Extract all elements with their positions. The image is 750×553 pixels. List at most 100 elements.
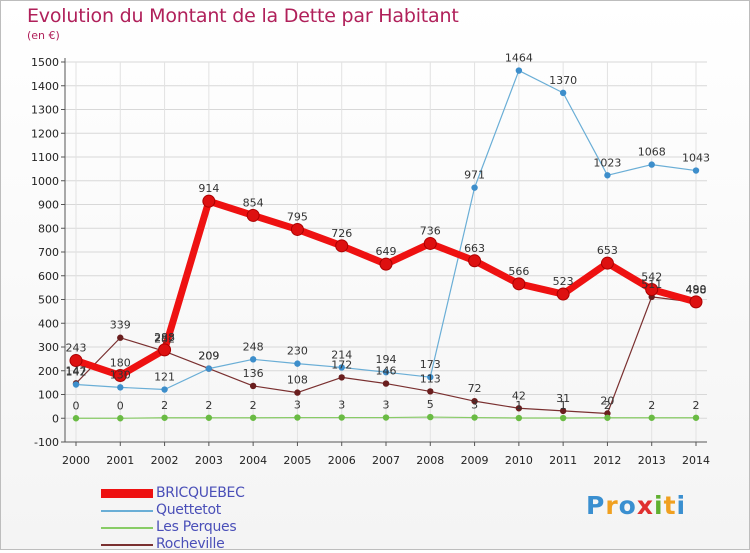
data-label: 1: [515, 399, 522, 412]
x-tick-label: 2008: [416, 454, 444, 467]
data-point: [559, 89, 567, 97]
data-label: 3: [294, 399, 301, 412]
x-tick-label: 2000: [62, 454, 90, 467]
data-point: [202, 194, 216, 208]
data-label: 663: [464, 242, 485, 255]
data-label: 142: [66, 366, 87, 379]
data-label: 1043: [682, 152, 710, 165]
data-label: 31: [556, 392, 570, 405]
data-label: 653: [597, 244, 618, 257]
x-tick-label: 2004: [239, 454, 267, 467]
data-label: 194: [376, 353, 397, 366]
data-point: [427, 413, 434, 421]
data-label: 914: [198, 182, 219, 195]
data-label: 180: [110, 357, 131, 370]
data-point: [423, 236, 437, 250]
data-point: [294, 389, 301, 396]
data-label: 121: [154, 371, 175, 384]
data-label: 288: [154, 331, 175, 344]
data-point: [559, 414, 567, 422]
chart-unit: (en €): [27, 29, 60, 42]
data-point: [290, 222, 304, 236]
y-tick-label: 800: [38, 222, 59, 235]
data-point: [382, 380, 390, 387]
data-point: [246, 208, 260, 222]
data-label: 72: [468, 382, 482, 395]
data-label: 113: [420, 372, 441, 385]
data-label: 523: [553, 275, 574, 288]
data-point: [515, 414, 523, 422]
data-label: 20: [600, 395, 614, 408]
data-point: [471, 184, 478, 191]
data-point: [294, 414, 301, 421]
logo-letter: i: [676, 491, 687, 520]
x-tick-label: 2009: [461, 454, 489, 467]
data-label: 1370: [549, 74, 577, 87]
data-point: [249, 414, 257, 421]
data-point: [382, 368, 390, 376]
data-point: [559, 407, 567, 415]
data-label: 566: [508, 265, 529, 278]
data-label: 2: [693, 399, 700, 412]
data-label: 42: [512, 389, 526, 402]
y-tick-label: -100: [34, 436, 59, 449]
legend-swatch: [101, 527, 153, 529]
y-tick-label: 500: [38, 294, 59, 307]
data-label: 511: [641, 278, 662, 291]
data-point: [335, 239, 349, 253]
data-point: [205, 414, 213, 421]
proxiti-logo: Proxiti: [586, 491, 686, 520]
x-tick-label: 2003: [195, 454, 223, 467]
data-point: [604, 172, 611, 179]
data-point: [72, 381, 80, 388]
y-tick-label: 0: [52, 412, 59, 425]
data-label: 2: [250, 399, 257, 412]
y-tick-label: 1200: [31, 127, 59, 140]
data-label: 136: [243, 367, 264, 380]
data-point: [645, 283, 659, 297]
data-label: 0: [117, 399, 124, 412]
legend-item: Les Perques: [101, 519, 361, 536]
data-label: 209: [198, 350, 219, 363]
legend-label: BRICQUEBEC: [156, 485, 245, 501]
chart-title: Evolution du Montant de la Dette par Hab…: [27, 5, 459, 27]
x-tick-label: 2011: [549, 454, 577, 467]
data-point: [382, 414, 390, 421]
data-point: [648, 414, 655, 421]
data-point: [648, 161, 655, 168]
data-point: [379, 257, 393, 271]
data-point: [117, 334, 124, 341]
data-point: [249, 382, 257, 390]
data-point: [338, 364, 345, 371]
data-label: 488: [686, 283, 707, 296]
data-label: 0: [73, 399, 80, 412]
data-point: [692, 414, 700, 421]
data-label: 2: [161, 399, 168, 412]
data-label: 854: [243, 196, 264, 209]
chart-legend: BRICQUEBEC Quettetot Les Perques Rocheville: [101, 485, 361, 553]
data-point: [205, 365, 213, 372]
data-point: [72, 415, 80, 422]
data-label: 726: [331, 227, 352, 240]
legend-swatch: [101, 544, 153, 546]
y-tick-label: 1400: [31, 80, 59, 93]
x-tick-label: 2001: [106, 454, 134, 467]
data-label: 214: [331, 348, 352, 361]
legend-item: Rocheville: [101, 536, 361, 553]
data-point: [294, 360, 301, 367]
y-tick-label: 1100: [31, 151, 59, 164]
x-tick-label: 2014: [682, 454, 710, 467]
data-label: 2: [205, 399, 212, 412]
data-label: 230: [287, 345, 308, 358]
y-tick-label: 700: [38, 246, 59, 259]
x-tick-label: 2006: [328, 454, 356, 467]
logo-letter: i: [654, 491, 664, 520]
logo-letter: x: [636, 491, 654, 520]
data-point: [515, 405, 523, 412]
data-point: [161, 386, 168, 393]
data-label: 147: [66, 364, 87, 377]
logo-letter: P: [586, 491, 606, 520]
data-point: [512, 277, 526, 291]
data-label: 490: [686, 283, 707, 296]
